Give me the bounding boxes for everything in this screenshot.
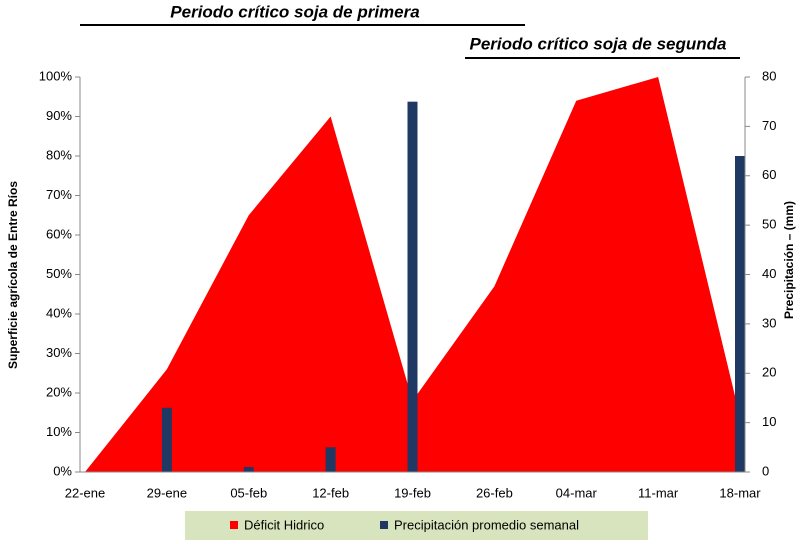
y-tick-label: 30% [46,345,72,360]
y-tick-label: 50% [46,266,72,281]
y2-axis-title: Precipitación – (mm) [782,201,796,319]
x-tick-label: 22-ene [65,485,105,500]
y-tick-label: 40% [46,305,72,320]
bar [161,407,172,472]
x-tick-label: 05-feb [230,485,267,500]
y2-tick-label: 70 [762,118,776,133]
y2-tick-label: 60 [762,167,776,182]
x-tick-label: 26-feb [476,485,513,500]
y-axis-title: Superficie agrícola de Entre Ríos [6,181,20,369]
legend-label: Déficit Hidrico [244,517,324,532]
legend-box [185,511,648,540]
area [85,77,740,472]
y-tick-label: 0% [53,463,72,478]
legend-swatch [230,521,238,529]
x-tick-label: 29-ene [147,485,187,500]
y2-tick-label: 20 [762,365,776,380]
x-tick-label: 19-feb [394,485,431,500]
y2-tick-label: 40 [762,266,776,281]
y-tick-label: 70% [46,187,72,202]
y-tick-label: 60% [46,226,72,241]
y-tick-label: 10% [46,424,72,439]
bar [243,467,254,472]
annotation: Periodo crítico soja de primera [170,2,419,21]
bar [325,447,336,472]
bar [407,101,418,472]
y2-tick-label: 80 [762,68,776,83]
y-tick-label: 80% [46,147,72,162]
legend-label: Precipitación promedio semanal [394,517,579,532]
x-tick-label: 04-mar [556,485,598,500]
x-tick-label: 11-mar [638,485,679,500]
annotation: Periodo crítico soja de segunda [470,34,727,53]
legend-swatch [380,521,388,529]
x-tick-label: 18-mar [719,485,761,500]
y2-tick-label: 0 [762,463,769,478]
x-tick-label: 12-feb [312,485,349,500]
y-tick-label: 100% [39,68,73,83]
bar [735,156,745,472]
y2-tick-label: 30 [762,315,776,330]
y2-tick-label: 10 [762,414,776,429]
y2-tick-label: 50 [762,217,776,232]
y-tick-label: 20% [46,384,72,399]
y-tick-label: 90% [46,108,72,123]
